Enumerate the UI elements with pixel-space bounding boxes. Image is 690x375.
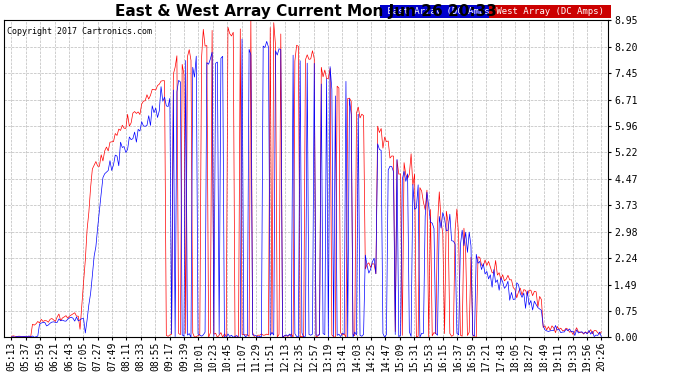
Title: East & West Array Current Mon Jun 26 20:33: East & West Array Current Mon Jun 26 20:…: [115, 4, 497, 19]
Text: West Array (DC Amps): West Array (DC Amps): [491, 7, 609, 16]
Text: Copyright 2017 Cartronics.com: Copyright 2017 Cartronics.com: [7, 27, 152, 36]
Text: East Array (DC Amps): East Array (DC Amps): [382, 7, 500, 16]
